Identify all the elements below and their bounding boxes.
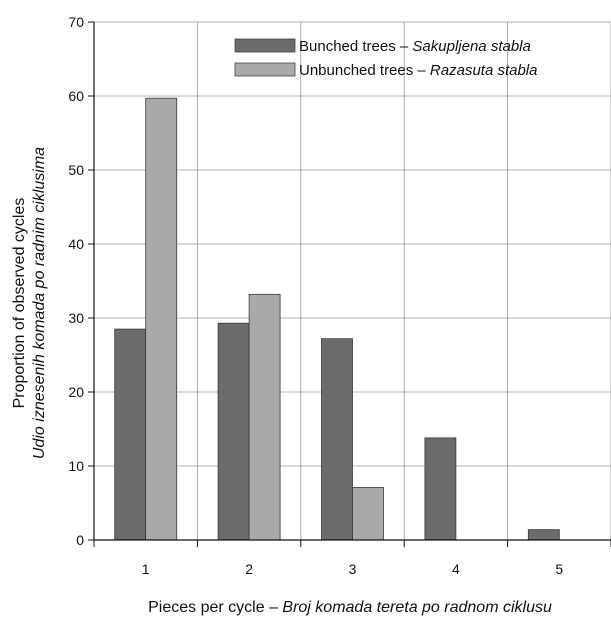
bars <box>114 97 560 541</box>
y-tick-label: 30 <box>68 310 84 326</box>
y-tick-label: 70 <box>68 14 84 30</box>
legend-swatch-unbunched <box>234 62 296 77</box>
axes <box>88 21 611 547</box>
legend-label-unbunched: Unbunched trees – Razasuta stabla <box>299 62 538 79</box>
legend-label-bunched: Bunched trees – Sakupljena stabla <box>299 38 531 55</box>
legend: Bunched trees – Sakupljena stabla Unbunc… <box>234 38 538 79</box>
y-tick-label: 50 <box>68 162 84 178</box>
x-axis-title-italic: Broj komada tereta po radnom ciklusu <box>282 599 552 616</box>
y-axis-title-line2: Udio iznesenih komada po radnim ciklusim… <box>31 147 48 459</box>
bar-series-2-cat-1 <box>145 97 178 541</box>
y-tick-label: 0 <box>76 532 84 548</box>
legend-label-bunched-italic: Sakupljena stabla <box>412 38 530 55</box>
x-tick-label: 3 <box>349 561 357 577</box>
x-tick-label: 4 <box>452 561 460 577</box>
y-tick-label: 20 <box>68 384 84 400</box>
y-axis-title-line1: Proportion of observed cycles <box>11 198 28 409</box>
bar-series-2-cat-3 <box>352 487 384 541</box>
bar-series-1-cat-4 <box>424 437 457 541</box>
bar-series-1-cat-5 <box>527 529 560 541</box>
bar-series-1-cat-3 <box>321 338 353 541</box>
bar-series-1-cat-1 <box>114 328 147 541</box>
x-tick-label: 5 <box>555 561 563 577</box>
x-tick-label: 1 <box>142 561 150 577</box>
bar-series-2-cat-2 <box>248 293 281 541</box>
y-tick-label: 60 <box>68 88 84 104</box>
bar-series-1-cat-2 <box>217 322 250 541</box>
legend-swatch-bunched <box>234 38 296 53</box>
gridlines <box>94 21 611 540</box>
legend-label-unbunched-main: Unbunched trees – <box>299 62 430 79</box>
x-axis-title: Pieces per cycle – Broj komada tereta po… <box>148 599 552 616</box>
y-axis-title: Proportion of observed cycles Udio iznes… <box>11 147 48 459</box>
y-tick-label: 10 <box>68 458 84 474</box>
x-tick-label: 2 <box>245 561 253 577</box>
y-tick-labels: 0 10 20 30 40 50 60 70 <box>68 14 84 548</box>
x-axis-title-main: Pieces per cycle – <box>148 599 282 616</box>
legend-label-unbunched-italic: Razasuta stabla <box>430 62 538 79</box>
legend-label-bunched-main: Bunched trees – <box>299 38 412 55</box>
x-tick-labels: 1 2 3 4 5 <box>142 561 564 577</box>
y-tick-label: 40 <box>68 236 84 252</box>
